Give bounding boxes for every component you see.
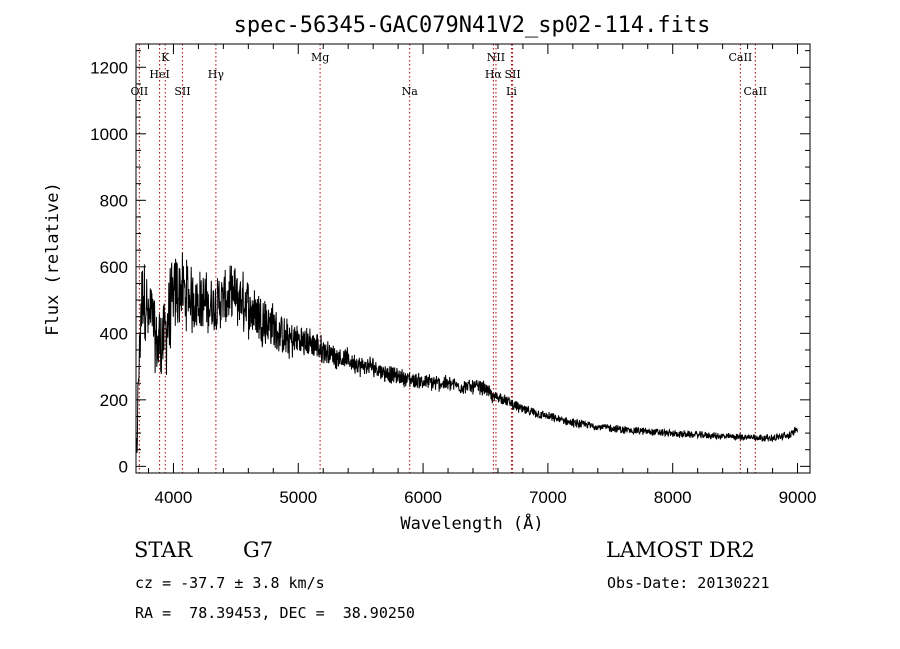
x-tick-label: 6000: [404, 488, 442, 507]
spectrum-line: [135, 252, 798, 453]
spectral-line-label: Li: [506, 85, 517, 98]
spectral-line-label: Hα: [485, 68, 503, 81]
tick-labels: 4000 5000 6000 7000 8000 9000 0 200 400 600 800 100…: [90, 58, 816, 507]
spectral-line-label: CaII: [729, 51, 753, 64]
subclass: G7: [243, 538, 274, 562]
spectral-line-label: OII: [131, 85, 149, 98]
y-tick-label: 400: [100, 324, 128, 343]
axis-ticks: [136, 44, 810, 473]
spectral-line-label: CaII: [743, 85, 767, 98]
spectral-line-markers: [138, 44, 756, 473]
y-tick-label: 1200: [90, 58, 128, 77]
spectral-line-label: NII: [487, 51, 505, 64]
spectral-line-label: Hγ: [208, 68, 225, 81]
x-tick-label: 5000: [279, 488, 317, 507]
coordinates: RA = 78.39453, DEC = 38.90250: [135, 604, 415, 622]
x-tick-label: 4000: [155, 488, 193, 507]
spectral-line-label: HeI: [149, 68, 169, 81]
x-axis-label: Wavelength (Å): [400, 512, 543, 534]
plot-frame: [135, 43, 811, 474]
chart-title: spec-56345-GAC079N41V2_sp02-114.fits: [234, 13, 711, 38]
spectral-line-label: SII: [174, 85, 190, 98]
spectral-line-label: Na: [402, 85, 419, 98]
spectral-line-label: K: [161, 51, 170, 64]
y-tick-label: 200: [100, 391, 128, 410]
x-tick-label: 8000: [654, 488, 692, 507]
y-tick-label: 800: [100, 191, 128, 210]
redshift-text: cz = -37.7 ± 3.8 km/s: [135, 574, 325, 592]
y-tick-label: 600: [100, 258, 128, 277]
spectral-line-label: Mg: [311, 51, 329, 64]
spectral-line-label: SII: [504, 68, 520, 81]
x-tick-label: 9000: [779, 488, 817, 507]
y-axis-label: Flux (relative): [43, 182, 63, 336]
y-tick-label: 0: [119, 457, 128, 476]
obs-date: Obs-Date: 20130221: [607, 574, 770, 592]
x-tick-label: 7000: [529, 488, 567, 507]
survey-name: LAMOST DR2: [606, 538, 755, 562]
object-type: STAR: [134, 538, 193, 562]
y-tick-label: 1000: [90, 125, 128, 144]
